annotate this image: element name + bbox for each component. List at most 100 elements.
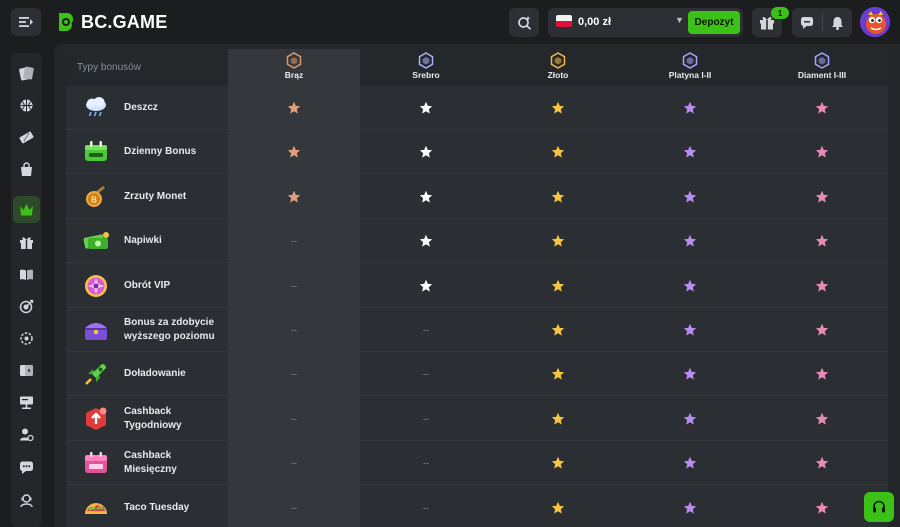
avatar-icon (860, 7, 890, 37)
sidebar-item-cards[interactable] (13, 357, 40, 384)
sidebar-item-support[interactable] (13, 487, 40, 514)
chat-button[interactable] (792, 8, 822, 37)
tier-cell: -- (228, 264, 360, 308)
wallet-selector[interactable]: 0,00 zł ▼ Depozyt (548, 8, 743, 37)
tier-cell (492, 175, 624, 219)
spinner-icon (20, 332, 33, 345)
tier-cell (492, 308, 624, 352)
lottery-icon (19, 131, 34, 144)
tier-header-1: Srebro (360, 49, 492, 86)
casino-icon (19, 66, 34, 81)
star-icon (551, 456, 565, 469)
not-available-dash: -- (291, 503, 297, 513)
sidebar-item-shop[interactable] (13, 156, 40, 183)
tier-cell (492, 219, 624, 263)
tier-cell (624, 219, 756, 263)
tier-cell (624, 175, 756, 219)
sidebar-item-casino[interactable] (13, 60, 40, 87)
tier-cell (756, 219, 888, 263)
tier-cell (756, 441, 888, 485)
avatar[interactable] (860, 7, 890, 37)
taco-icon (82, 494, 110, 522)
tier-cell: -- (360, 397, 492, 441)
bonus-types-header: Typy bonusów (77, 62, 141, 73)
tier-cell: -- (360, 486, 492, 527)
tier-cell: -- (228, 441, 360, 485)
tier-cell (228, 130, 360, 174)
notification-button[interactable] (822, 8, 852, 37)
vip-crown-icon (20, 204, 33, 216)
tier-cell (624, 441, 756, 485)
sports-icon (20, 99, 33, 112)
table-header (66, 49, 888, 86)
sidebar-item-lottery[interactable] (13, 124, 40, 151)
sidebar-item-vip[interactable] (13, 196, 40, 223)
sidebar-item-promotions[interactable] (13, 229, 40, 256)
sidebar-item-book[interactable] (13, 261, 40, 288)
star-icon (419, 279, 433, 292)
search-icon (517, 16, 531, 30)
sidebar-item-chat[interactable] (13, 454, 40, 481)
tier-name: Srebro (412, 70, 440, 80)
menu-icon (19, 17, 33, 27)
tier-badge-icon (814, 52, 830, 69)
support-chat-button[interactable] (864, 492, 894, 522)
star-icon (419, 190, 433, 203)
bonus-type-label: Taco Tuesday (124, 502, 190, 513)
daily-bonus-icon (82, 138, 110, 166)
tier-cell (624, 130, 756, 174)
svg-text:B: B (91, 196, 97, 205)
star-icon (551, 145, 565, 158)
tier-cell (624, 308, 756, 352)
tier-header-4: Diament I-III (756, 49, 888, 86)
not-available-dash: -- (291, 458, 297, 468)
chat-bubble-icon (20, 461, 33, 474)
promotions-gift-icon (20, 237, 33, 249)
not-available-dash: -- (291, 281, 297, 291)
tier-cell (756, 86, 888, 130)
level-up-chest-icon (82, 316, 110, 344)
bonus-type-label: Cashback Miesięczny (124, 450, 177, 475)
support-agent-icon (20, 494, 33, 508)
tier-header-3: Platyna I-II (624, 49, 756, 86)
tier-badge-icon (550, 52, 566, 69)
sidebar-item-sports[interactable] (13, 92, 40, 119)
tier-cell (492, 441, 624, 485)
star-icon (815, 101, 829, 114)
star-icon (287, 190, 301, 203)
sidebar-item-target[interactable] (13, 293, 40, 320)
tier-cell (492, 264, 624, 308)
table-row: Deszcz (66, 86, 888, 130)
tier-cell: -- (360, 352, 492, 396)
tier-cell: -- (228, 308, 360, 352)
bonus-type-label: Cashback Tygodniowy (124, 406, 182, 431)
search-button[interactable] (509, 8, 539, 37)
users-icon (20, 428, 34, 442)
logo[interactable]: BC.GAME (55, 10, 167, 34)
book-icon (20, 269, 33, 280)
sidebar-item-spinner[interactable] (13, 325, 40, 352)
star-icon (287, 145, 301, 158)
deposit-button[interactable]: Depozyt (688, 11, 740, 34)
star-icon (287, 101, 301, 114)
star-icon (551, 501, 565, 514)
wallet-balance: 0,00 zł (578, 16, 612, 28)
chat-notification-group (792, 8, 852, 37)
not-available-dash: -- (291, 369, 297, 379)
bonus-type-label: Zrzuty Monet (124, 191, 187, 202)
table-row: Cashback Miesięczny -- -- (66, 441, 888, 485)
sidebar-item-users[interactable] (13, 421, 40, 448)
tier-badge-icon (286, 52, 302, 69)
chevron-down-icon[interactable]: ▼ (675, 15, 684, 25)
sidebar-item-forum[interactable] (13, 389, 40, 416)
star-icon (683, 456, 697, 469)
not-available-dash: -- (423, 325, 429, 335)
star-icon (551, 323, 565, 336)
gift-count-badge: 1 (771, 7, 789, 19)
star-icon (815, 456, 829, 469)
menu-button[interactable] (11, 8, 41, 36)
table-row: Cashback Tygodniowy -- -- (66, 397, 888, 441)
star-icon (815, 145, 829, 158)
star-icon (815, 279, 829, 292)
star-icon (815, 412, 829, 425)
